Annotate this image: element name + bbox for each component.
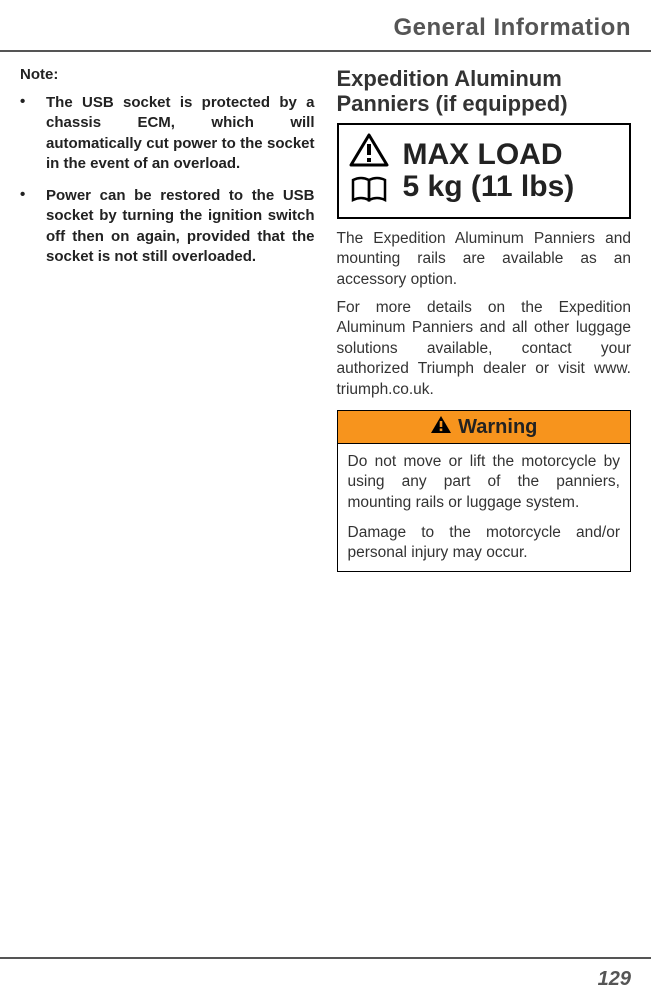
warning-triangle-filled-icon bbox=[430, 415, 452, 439]
bullet-marker: • bbox=[20, 93, 46, 110]
panniers-section-title: Expedition Aluminum Panniers (if equippe… bbox=[337, 66, 632, 117]
body-paragraph: The Expedition Aluminum Panniers and mou… bbox=[337, 229, 632, 290]
section-title: General Information bbox=[393, 14, 631, 41]
note-label: Note: bbox=[20, 66, 315, 83]
max-load-line2: 5 kg (11 lbs) bbox=[403, 171, 575, 203]
page-header: General Information bbox=[0, 0, 651, 50]
max-load-text: MAX LOAD 5 kg (11 lbs) bbox=[403, 139, 575, 202]
warning-body: Do not move or lift the motorcycle by us… bbox=[338, 444, 631, 571]
warning-triangle-icon bbox=[349, 133, 389, 172]
list-item: • The USB socket is protected by a chass… bbox=[20, 93, 315, 174]
warning-header-label: Warning bbox=[458, 416, 537, 439]
manual-page: General Information Note: • The USB sock… bbox=[0, 0, 651, 1001]
note-text: Power can be restored to the USB socket … bbox=[46, 186, 315, 267]
open-book-icon bbox=[349, 176, 389, 209]
right-column: Expedition Aluminum Panniers (if equippe… bbox=[337, 66, 632, 572]
header-rule bbox=[0, 50, 651, 52]
body-paragraph: For more details on the Expedition Alumi… bbox=[337, 298, 632, 400]
warning-paragraph: Damage to the motorcycle and/or personal… bbox=[348, 523, 621, 563]
warning-header: Warning bbox=[338, 411, 631, 444]
max-load-line1: MAX LOAD bbox=[403, 139, 575, 171]
warning-box: Warning Do not move or lift the motorcyc… bbox=[337, 410, 632, 572]
bullet-marker: • bbox=[20, 186, 46, 203]
max-load-box: MAX LOAD 5 kg (11 lbs) bbox=[337, 123, 632, 219]
left-column: Note: • The USB socket is protected by a… bbox=[20, 66, 315, 572]
note-text: The USB socket is protected by a chassis… bbox=[46, 93, 315, 174]
footer-rule bbox=[0, 957, 651, 959]
list-item: • Power can be restored to the USB socke… bbox=[20, 186, 315, 267]
warning-paragraph: Do not move or lift the motorcycle by us… bbox=[348, 452, 621, 512]
page-number: 129 bbox=[598, 968, 631, 991]
note-bullet-list: • The USB socket is protected by a chass… bbox=[20, 93, 315, 267]
two-column-layout: Note: • The USB socket is protected by a… bbox=[0, 66, 651, 572]
max-load-icon-stack bbox=[349, 133, 389, 209]
